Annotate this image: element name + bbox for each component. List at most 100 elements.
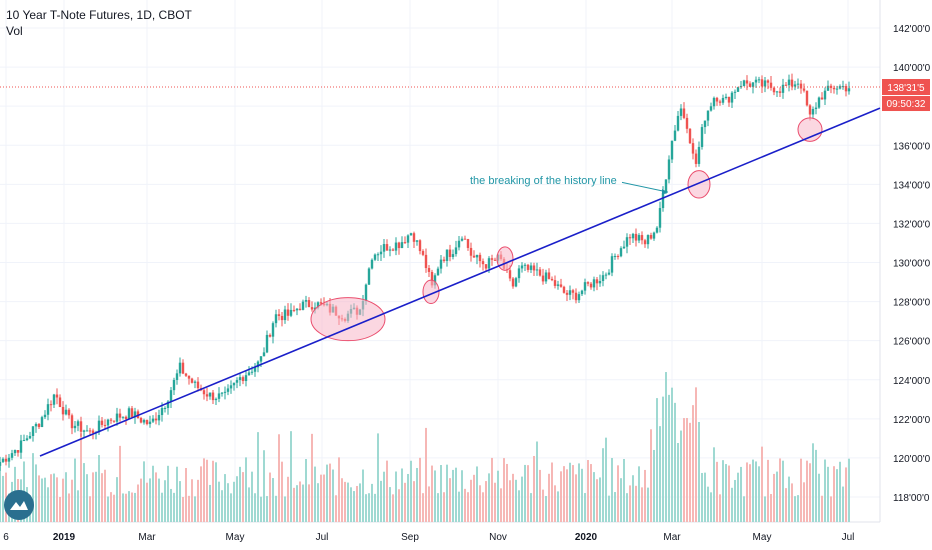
volume-bar <box>284 496 286 522</box>
volume-bar <box>464 488 466 522</box>
candle-body <box>799 83 803 89</box>
candle-body <box>169 390 173 402</box>
volume-bar <box>488 473 490 522</box>
candle-body <box>463 238 467 240</box>
volume-bar <box>509 480 511 522</box>
candle-body <box>520 265 524 269</box>
volume-bar <box>845 467 847 522</box>
volume-bar <box>92 472 94 522</box>
volume-bar <box>722 460 724 522</box>
volume-bar <box>404 482 406 522</box>
candle-body <box>712 97 716 107</box>
volume-bar <box>266 496 268 522</box>
volume-bar <box>773 473 775 522</box>
volume-bar <box>626 493 628 522</box>
candle-body <box>805 90 809 106</box>
candle-body <box>166 401 170 409</box>
candle-body <box>376 254 380 256</box>
candle-body <box>253 367 257 372</box>
x-tick-label: May <box>226 532 245 543</box>
candle-body <box>658 208 662 228</box>
candle-body <box>700 127 704 147</box>
volume-bar <box>740 466 742 522</box>
candle-body <box>37 424 41 428</box>
volume-bar <box>572 465 574 522</box>
volume-bar <box>458 491 460 522</box>
volume-bar <box>791 483 793 522</box>
volume-bar <box>188 495 190 522</box>
volume-bar <box>281 461 283 522</box>
candle-body <box>280 315 284 321</box>
candle-body <box>604 274 608 276</box>
candle-body <box>481 261 485 265</box>
candle-body <box>490 258 494 260</box>
candle-body <box>403 242 407 244</box>
volume-bar <box>221 490 223 522</box>
candle-body <box>466 239 470 248</box>
volume-bar <box>137 484 139 522</box>
candle-body <box>31 426 35 437</box>
candle-body <box>289 309 293 316</box>
volume-bar <box>128 491 130 522</box>
volume-bar <box>599 477 601 522</box>
x-tick-label: Sep <box>401 532 419 543</box>
volume-bar <box>239 466 241 522</box>
candle-body <box>52 394 56 405</box>
candle-body <box>562 286 566 293</box>
candle-body <box>556 284 560 286</box>
candle-body <box>121 416 125 418</box>
y-tick-label: 122'00'0 <box>893 415 931 426</box>
volume-bar <box>692 405 694 522</box>
candle-body <box>22 440 26 442</box>
candle-body <box>823 90 827 100</box>
volume-bar <box>833 466 835 522</box>
candle-body <box>175 373 179 380</box>
candle-body <box>67 409 71 416</box>
candle-body <box>616 256 620 258</box>
volume-bar <box>419 457 421 522</box>
candle-body <box>307 300 311 308</box>
candle-body <box>73 425 77 429</box>
candle-body <box>151 418 155 422</box>
volume-bar <box>734 479 736 522</box>
candle-body <box>796 83 800 85</box>
tradingview-logo[interactable] <box>4 490 34 520</box>
candle-body <box>835 88 839 90</box>
candle-body <box>208 392 212 397</box>
highlight-ellipse <box>687 170 711 199</box>
logo-icon <box>10 501 28 510</box>
candle-body <box>406 235 410 243</box>
candle-body <box>640 235 644 241</box>
candle-body <box>814 107 818 110</box>
candle-body <box>760 79 764 87</box>
volume-bar <box>467 492 469 522</box>
x-tick-label: 2019 <box>53 532 76 543</box>
volume-bar <box>68 493 70 522</box>
candle-body <box>13 450 17 454</box>
volume-bar <box>455 467 457 522</box>
candle-body <box>241 377 245 382</box>
y-tick-label: 134'00'0 <box>893 180 931 191</box>
volume-bar <box>347 482 349 522</box>
volume-bar <box>116 477 118 522</box>
volume-bar <box>680 430 682 522</box>
volume-bar <box>185 468 187 522</box>
volume-bar <box>146 482 148 522</box>
volume-bar <box>521 476 523 522</box>
volume-bar <box>362 469 364 522</box>
volume-bar <box>59 496 61 522</box>
candle-body <box>211 392 215 401</box>
volume-bar <box>761 446 763 522</box>
volume-bar <box>134 492 136 522</box>
candle-body <box>652 232 656 239</box>
candle-body <box>274 314 278 324</box>
volume-bar <box>2 475 4 522</box>
volume-bar <box>686 417 688 522</box>
volume-bar <box>83 463 85 522</box>
candle-body <box>76 421 80 426</box>
volume-bar <box>71 479 73 522</box>
volume-bar <box>668 394 670 522</box>
volume-bar <box>674 402 676 522</box>
candle-body <box>124 416 128 420</box>
